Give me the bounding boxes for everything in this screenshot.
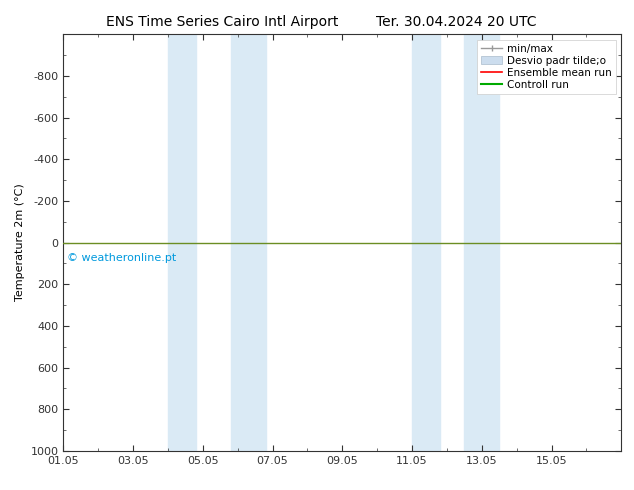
- Bar: [231, 34, 266, 451]
- Legend: min/max, Desvio padr tilde;o, Ensemble mean run, Controll run: min/max, Desvio padr tilde;o, Ensemble m…: [477, 40, 616, 94]
- Bar: [168, 34, 196, 451]
- Text: Ter. 30.04.2024 20 UTC: Ter. 30.04.2024 20 UTC: [376, 15, 537, 29]
- Y-axis label: Temperature 2m (°C): Temperature 2m (°C): [15, 184, 25, 301]
- Bar: [464, 34, 500, 451]
- Bar: [412, 34, 440, 451]
- Text: © weatheronline.pt: © weatheronline.pt: [67, 253, 176, 263]
- Text: ENS Time Series Cairo Intl Airport: ENS Time Series Cairo Intl Airport: [106, 15, 338, 29]
